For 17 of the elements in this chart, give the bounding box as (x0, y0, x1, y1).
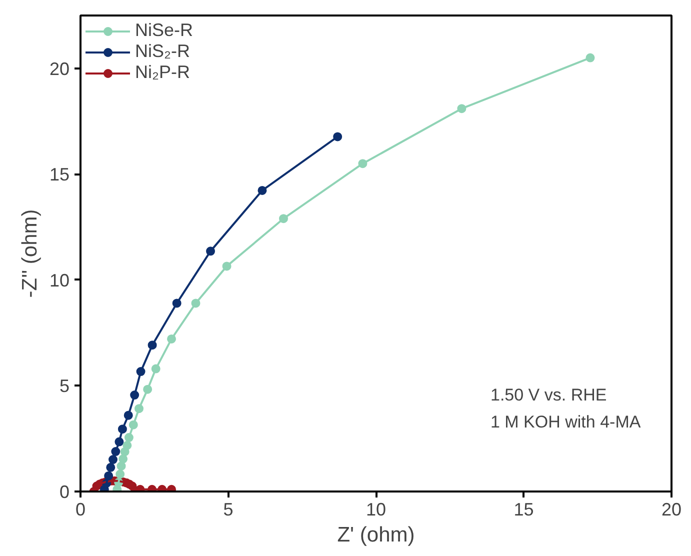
y-tick-label: 20 (49, 58, 70, 79)
legend-label: NiSe-R (135, 20, 194, 41)
x-tick-label: 15 (514, 500, 534, 520)
y-tick-label: 5 (59, 376, 70, 396)
annotation: 1 M KOH with 4-MA (490, 412, 642, 432)
y-tick-label: 10 (49, 270, 70, 290)
x-tick-label: 10 (366, 500, 386, 520)
y-axis-title: -Z'' (ohm) (18, 209, 42, 298)
legend-label: NiS₂-R (135, 41, 190, 62)
x-tick-label: 5 (223, 500, 234, 520)
x-tick-label: 0 (75, 500, 86, 520)
y-tick-label: 0 (59, 482, 70, 502)
x-tick-label: 20 (661, 500, 682, 520)
legend-label: Ni₂P-R (135, 62, 190, 83)
y-tick-label: 15 (49, 164, 70, 185)
x-axis-title: Z' (ohm) (337, 524, 415, 546)
annotation: 1.50 V vs. RHE (490, 386, 607, 404)
